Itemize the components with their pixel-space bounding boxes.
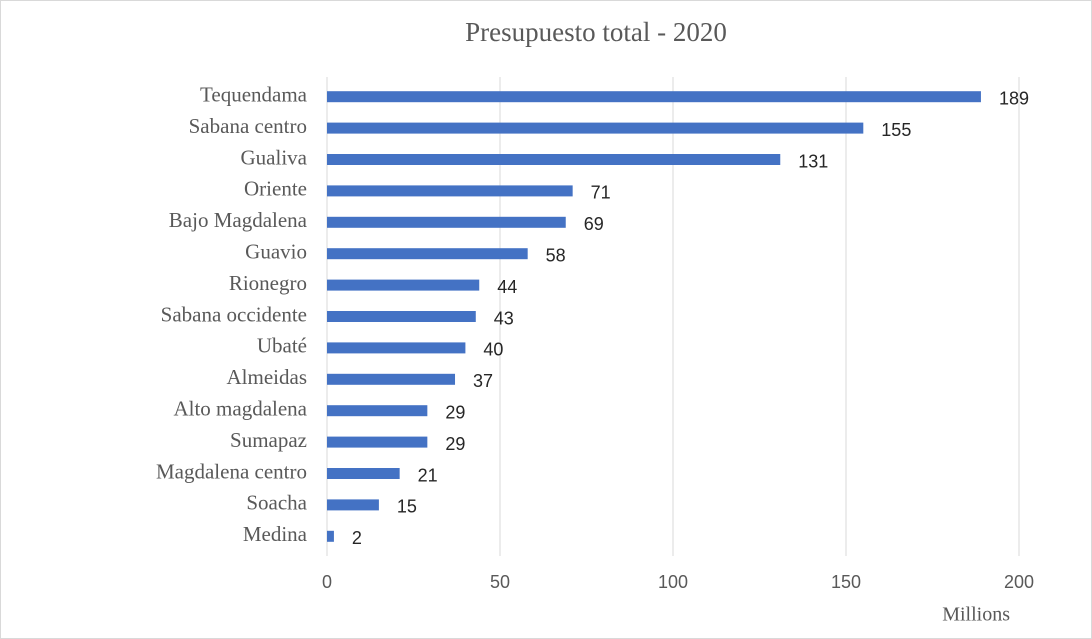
x-tick-label: 50	[490, 572, 510, 592]
bar	[327, 311, 476, 322]
data-label: 29	[445, 402, 465, 422]
y-tick-label: Gualiva	[241, 145, 308, 169]
bar	[327, 373, 456, 385]
x-tick-label: 200	[1004, 572, 1034, 592]
y-tick-label: Rionegro	[229, 271, 307, 295]
data-label: 189	[999, 88, 1029, 108]
data-label: 43	[494, 308, 514, 328]
y-tick-label: Sabana occidente	[161, 302, 307, 326]
chart-title: Presupuesto total - 2020	[465, 17, 727, 47]
bar	[327, 154, 781, 165]
bar	[327, 436, 428, 448]
bar	[327, 248, 528, 260]
bar	[327, 122, 864, 134]
data-label: 44	[497, 277, 517, 297]
data-label: 58	[546, 245, 566, 265]
data-label: 69	[584, 214, 604, 234]
axis-unit-label: Millions	[942, 604, 1010, 626]
data-label: 71	[591, 183, 611, 203]
bar	[327, 216, 566, 228]
data-label: 21	[418, 465, 438, 485]
data-label: 29	[445, 434, 465, 454]
y-tick-label: Guavio	[245, 240, 307, 264]
x-tick-label: 150	[831, 572, 861, 592]
bar	[327, 342, 466, 354]
y-tick-label: Soacha	[246, 491, 307, 515]
y-tick-label: Tequendama	[200, 83, 308, 107]
x-tick-label: 0	[322, 572, 332, 592]
y-tick-label: Sumapaz	[230, 428, 307, 452]
bar	[327, 468, 400, 479]
y-tick-label: Sabana centro	[189, 114, 307, 138]
y-tick-label: Almeidas	[227, 365, 307, 389]
bar	[327, 279, 480, 291]
data-label: 40	[483, 340, 503, 360]
bar	[327, 530, 334, 542]
y-tick-label: Medina	[243, 522, 308, 546]
data-label: 131	[798, 151, 828, 171]
data-label: 155	[881, 120, 911, 140]
x-tick-label: 100	[658, 572, 688, 592]
y-tick-label: Ubaté	[257, 334, 307, 358]
y-tick-label: Oriente	[244, 177, 307, 201]
y-tick-label: Bajo Magdalena	[169, 208, 308, 232]
data-label: 37	[473, 371, 493, 391]
bar	[327, 499, 379, 511]
bar	[327, 405, 428, 417]
y-tick-label: Magdalena centro	[156, 459, 307, 483]
y-tick-label: Alto magdalena	[173, 397, 307, 421]
bar	[327, 185, 573, 197]
data-label: 2	[352, 528, 362, 548]
bar	[327, 91, 981, 103]
data-label: 15	[397, 497, 417, 517]
